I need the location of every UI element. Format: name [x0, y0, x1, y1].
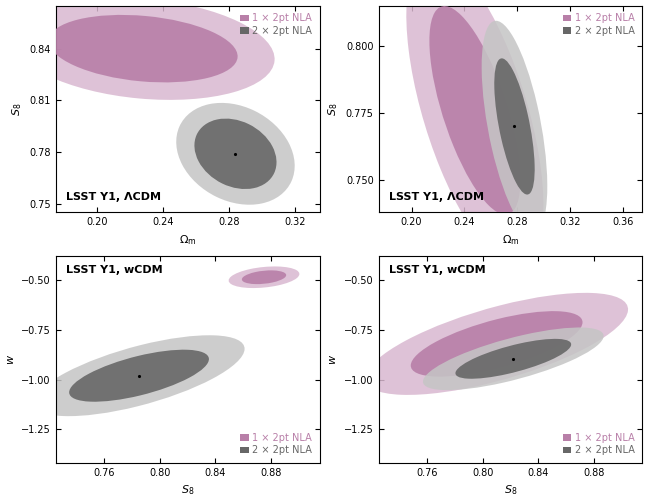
Y-axis label: $S_8$: $S_8$	[10, 102, 24, 116]
Legend: 1 × 2pt NLA, 2 × 2pt NLA: 1 × 2pt NLA, 2 × 2pt NLA	[237, 430, 315, 458]
Text: LSST Y1, wCDM: LSST Y1, wCDM	[66, 265, 163, 275]
Y-axis label: $w$: $w$	[329, 354, 338, 365]
Ellipse shape	[176, 103, 295, 205]
Ellipse shape	[406, 0, 544, 266]
Ellipse shape	[34, 336, 244, 416]
Legend: 1 × 2pt NLA, 2 × 2pt NLA: 1 × 2pt NLA, 2 × 2pt NLA	[237, 11, 315, 39]
Ellipse shape	[242, 271, 286, 284]
Ellipse shape	[456, 339, 571, 379]
Legend: 1 × 2pt NLA, 2 × 2pt NLA: 1 × 2pt NLA, 2 × 2pt NLA	[560, 11, 638, 39]
Legend: 1 × 2pt NLA, 2 × 2pt NLA: 1 × 2pt NLA, 2 × 2pt NLA	[560, 430, 638, 458]
X-axis label: $S_8$: $S_8$	[181, 484, 194, 497]
Ellipse shape	[494, 58, 535, 195]
Ellipse shape	[12, 0, 275, 100]
X-axis label: $\Omega_{\rm m}$: $\Omega_{\rm m}$	[179, 233, 196, 246]
Text: LSST Y1, wCDM: LSST Y1, wCDM	[389, 265, 486, 275]
Ellipse shape	[423, 327, 604, 390]
Ellipse shape	[365, 293, 628, 395]
Ellipse shape	[411, 311, 583, 377]
Ellipse shape	[430, 6, 520, 215]
Y-axis label: $w$: $w$	[6, 354, 16, 365]
Y-axis label: $S_8$: $S_8$	[327, 102, 340, 116]
Text: LSST Y1, ΛCDM: LSST Y1, ΛCDM	[389, 192, 484, 202]
Text: LSST Y1, ΛCDM: LSST Y1, ΛCDM	[66, 192, 161, 202]
Ellipse shape	[69, 350, 209, 402]
Ellipse shape	[49, 15, 238, 82]
Ellipse shape	[481, 21, 548, 232]
Ellipse shape	[194, 119, 277, 189]
Ellipse shape	[229, 267, 299, 288]
X-axis label: $\Omega_{\rm m}$: $\Omega_{\rm m}$	[502, 233, 519, 246]
X-axis label: $S_8$: $S_8$	[503, 484, 517, 497]
